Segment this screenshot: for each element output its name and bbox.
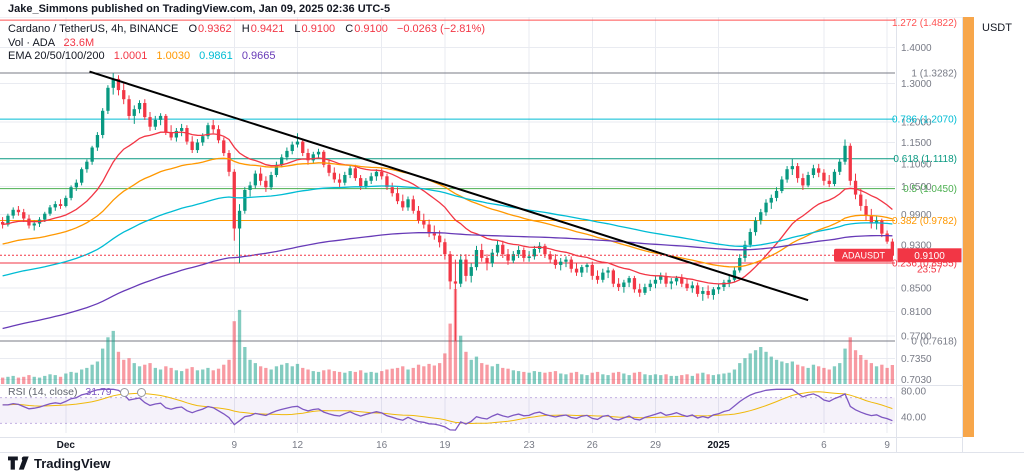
symbol-price-tag [834,248,893,262]
symbol-row: Cardano / TetherUS, 4h, BINANCE O0.9362 … [8,23,485,37]
bar-countdown: 23:57 [917,264,942,275]
ema-label: EMA 20/50/100/200 [8,50,105,62]
price-scale-label: 0.8100 [901,307,932,318]
price-scale-label: 1.1500 [901,138,932,149]
time-scale[interactable]: Dec 9 12 16 19 23 26 29 2025 6 9 [57,440,891,451]
footer: TradingView [8,454,110,472]
ema200-value: 0.9665 [241,50,276,62]
volume-label: Vol · ADA [8,36,55,49]
time-scale-label: 29 [650,440,662,451]
rsi-legend: RSI (14, close) 31.79 [8,386,146,398]
volume-value: 23.6M [63,36,95,49]
time-scale-label: 19 [439,440,451,451]
price-scale-label: 1.2000 [901,117,932,128]
tradingview-mark-icon [8,456,29,470]
fib-level-label: 0.618 (1.1118) [893,154,957,165]
price-scale-label: 0.7030 [901,375,932,386]
volume-row: Vol · ADA 23.6M [8,37,485,51]
tradingview-wordmark: TradingView [34,455,111,471]
time-scale-label: 6 [821,440,827,451]
ema-50-line [2,157,893,268]
chart-legend: Cardano / TetherUS, 4h, BINANCE O0.9362 … [8,23,485,64]
fib-level-label: 0.786 (1.2070) [892,115,957,126]
price-scale-label: 0.9900 [901,210,932,221]
rsi-scale-label: 80.00 [901,387,926,398]
price-scale-label: 0.7700 [901,331,932,342]
time-scale-label: 23 [524,440,536,451]
rsi-ma-line [2,391,893,425]
ema-20-line [2,131,893,285]
ema-100-line [2,185,893,277]
fib-level-label: 0.5 (1.0450) [903,184,957,195]
publish-text: Jake_Simmons published on TradingView.co… [8,3,391,15]
ema20-value: 1.0001 [113,50,148,62]
price-scale-label: 1.4000 [901,43,932,54]
fib-level-label: 0.382 (0.9782) [892,216,957,227]
price-scale-currency-button[interactable]: USDT [982,22,1012,34]
trendline[interactable] [89,70,809,302]
price-scale-label: 1.0500 [901,182,932,193]
rsi-value: 31.79 [85,386,112,398]
volume-bars [1,289,894,384]
price-scale-label: 1.1000 [901,159,932,170]
time-scale-label: 2025 [707,440,730,451]
rsi-label: RSI (14, close) [8,386,78,398]
time-scale-label: Dec [57,440,76,451]
ema50-value: 1.0030 [156,50,191,62]
rsi-scale-label: 40.00 [901,412,926,423]
ohlc-low-value: 0.9100 [301,23,336,35]
ohlc-low-label: L [294,23,301,35]
fib-level-label: 1.272 (1.4822) [892,18,957,29]
ohlc-close-label: C [345,23,354,35]
ohlc-high-label: H [241,23,250,35]
last-price-text: 0.9100 [914,251,945,262]
time-scale-label: 12 [292,440,304,451]
candles [1,73,894,341]
rsi-band [0,397,895,424]
fib-labels: 1.272 (1.4822) 1 (1.3282) 0.786 (1.2070) 0.… [892,18,957,348]
rsi-collapsed-icon[interactable] [119,387,129,397]
time-scale-label: 16 [376,440,388,451]
fib-level-label: 0.236 (0.8955) [892,259,957,270]
price-scale-label: 0.9300 [901,240,932,251]
right-side-strip [963,17,974,437]
price-scale[interactable]: 1.4000 1.3000 1.2000 1.1500 1.1000 1.0500 0.99… [901,43,932,423]
ohlc-open-label: O [188,23,198,35]
rsi-line [2,388,893,431]
time-scale-label: 9 [232,440,238,451]
symbol-title[interactable]: Cardano / TetherUS, 4h, BINANCE [8,23,179,35]
price-scale-label: 0.8500 [901,284,932,295]
time-scale-label: 9 [884,440,890,451]
fib-level-label: 1 (1.3282) [911,69,957,80]
ema-row: EMA 20/50/100/200 1.0001 1.0030 0.9861 0… [8,50,485,64]
ema100-value: 0.9861 [199,50,233,62]
ema-200-line [2,232,893,330]
price-scale-label: 0.7350 [901,354,932,365]
symbol-price-tag-text: ADAUSDT [842,250,886,260]
last-price-label[interactable] [897,248,962,263]
rsi-collapsed-icon[interactable] [136,387,146,397]
ohlc-close-value: 0.9100 [354,23,388,35]
ohlc-open-value: 0.9362 [198,23,232,35]
pane-borders [0,16,1024,453]
last-price: ADAUSDT 0.9100 23:57 [0,248,962,275]
ohlc-high-value: 0.9421 [250,23,285,35]
tradingview-logo[interactable]: TradingView [8,456,110,471]
fib-level-label: 0 (0.7618) [911,337,957,348]
ohlc-change: −0.0263 (−2.81%) [396,23,485,35]
price-scale-label: 1.3000 [901,79,932,90]
publish-bar: Jake_Simmons published on TradingView.co… [0,0,1024,17]
time-scale-label: 26 [587,440,599,451]
